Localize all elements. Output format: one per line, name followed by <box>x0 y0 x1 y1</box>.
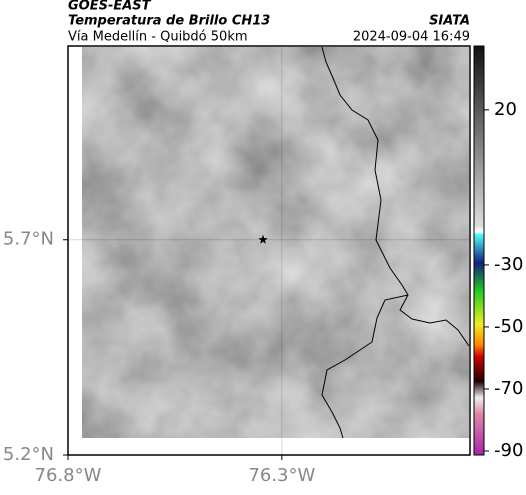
y-tick-label: 5.7°N <box>3 229 54 250</box>
colorbar-label: -50 <box>494 316 523 337</box>
source: GOES-EAST <box>68 0 152 14</box>
colorbar-label: -70 <box>494 378 523 399</box>
satellite-imagery <box>82 47 469 438</box>
x-tick-label: 76.3°W <box>248 465 315 486</box>
border-line <box>321 294 409 439</box>
border-line <box>321 46 470 347</box>
timestamp: 2024-09-04 16:49 <box>353 30 470 45</box>
colorbar-label: 20 <box>494 99 517 120</box>
agency: SIATA <box>429 14 470 29</box>
x-tick-label: 76.8°W <box>35 465 102 486</box>
y-tick-label: 5.2°N <box>3 444 54 465</box>
subtitle: Vía Medellín - Quibdó 50km <box>68 30 248 45</box>
colorbar-label: -30 <box>494 254 523 275</box>
colorbar-label: -90 <box>494 440 523 461</box>
map-frame <box>67 45 471 456</box>
colorbar <box>473 45 485 456</box>
location-marker <box>258 234 268 244</box>
title: Temperatura de Brillo CH13 <box>68 14 270 29</box>
